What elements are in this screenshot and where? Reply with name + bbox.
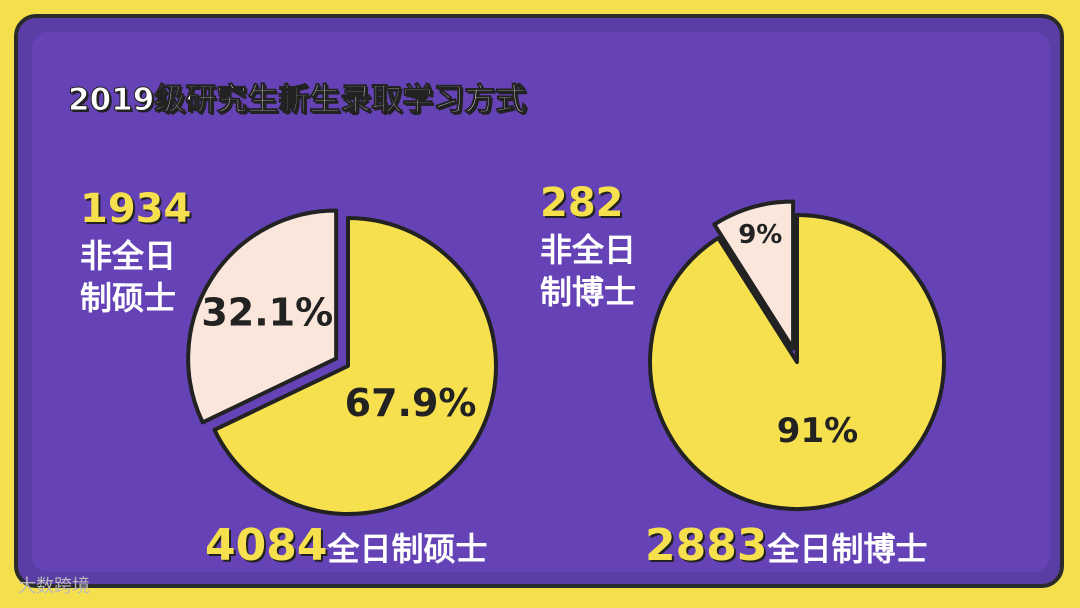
count-label: 282 [540,180,624,226]
slice-label: 67.9% [345,381,477,425]
category-label: 全日制博士 [767,530,928,568]
category-label: 全日制硕士 [327,530,488,568]
bottom-label: 2883全日制博士 [645,520,927,571]
slice-label: 91% [777,411,858,451]
count-label: 4084 [205,520,328,571]
pie-slice [212,216,498,516]
watermark: 大数跨境 [18,576,90,597]
category-label: 非全日制博士 [540,231,637,311]
pie-slice [712,199,796,351]
count-label: 2883 [645,520,768,571]
title: 2019级研究生新生录取学习方式 [67,82,527,119]
count-label: 1934 [80,186,192,232]
slice-label: 9% [738,220,782,250]
pie-slice [648,213,946,511]
slice-label: 32.1% [201,291,333,335]
bottom-label: 4084全日制硕士 [205,520,487,571]
pie-slice [186,208,339,425]
category-label: 非全日制硕士 [80,237,177,317]
